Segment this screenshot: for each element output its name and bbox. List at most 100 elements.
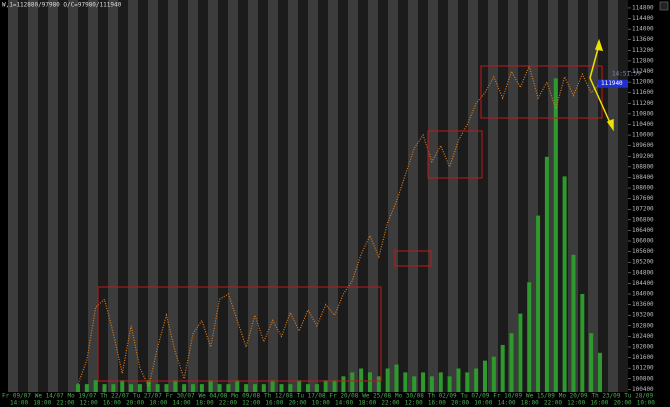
volume-bar [111, 384, 116, 392]
arrow-head [606, 118, 614, 132]
stripe [398, 0, 408, 392]
marks [76, 64, 602, 393]
stripe [168, 0, 178, 392]
stripe [318, 0, 328, 392]
volume-bar [279, 384, 284, 392]
y-tick-label: 106000 [632, 238, 654, 245]
volume-bar [447, 376, 452, 392]
date-label: Mo 19/07 [68, 393, 97, 400]
stripe [488, 0, 498, 392]
volume-bar [456, 368, 461, 392]
stripe [178, 0, 188, 392]
boxes [97, 65, 603, 382]
y-tick-label: 107200 [632, 206, 654, 213]
y-tick-label: 106800 [632, 216, 654, 223]
volume-bar [120, 380, 125, 392]
time-label: 14:00 [10, 400, 28, 407]
y-tick-label: 113600 [632, 36, 654, 43]
stripe [278, 0, 288, 392]
stripe [518, 0, 528, 392]
stripe [458, 0, 468, 392]
last-price-label: 111940 [601, 80, 623, 87]
date-label: Tu 28/09 [624, 393, 653, 400]
volume-bar [571, 254, 576, 392]
stripe [288, 0, 298, 392]
stripe [258, 0, 268, 392]
volume-bar [182, 384, 187, 392]
volume-bar [598, 352, 602, 392]
volume-bar [164, 384, 169, 392]
y-tick-label: 110000 [632, 132, 654, 139]
y-tick-label: 102400 [632, 333, 654, 340]
volume-bar [208, 380, 213, 392]
stripe [188, 0, 198, 392]
volume-bar [199, 384, 204, 392]
volume-bar [323, 380, 328, 392]
time-label: 12:00 [567, 400, 585, 407]
volume-bar [191, 384, 196, 392]
stripe [578, 0, 588, 392]
volume-bar [385, 368, 390, 392]
volume-bar [314, 384, 319, 392]
stripe [238, 0, 248, 392]
time-label: 20:00 [451, 400, 469, 407]
date-label: Tu 17/08 [297, 393, 326, 400]
arrow-head [594, 38, 604, 51]
stripe [88, 0, 98, 392]
volume-bar [474, 368, 479, 392]
stripe [478, 0, 488, 392]
stripe [8, 0, 18, 392]
date-label: Tu 27/07 [133, 393, 162, 400]
time-label: 18:00 [196, 400, 214, 407]
stripe [568, 0, 578, 392]
date-label: Fr 09/07 [2, 393, 31, 400]
y-tick-label: 100800 [632, 375, 654, 382]
y-tick-label: 101600 [632, 354, 654, 361]
y-tick-label: 111600 [632, 89, 654, 96]
stripe [528, 0, 538, 392]
volume-bar [367, 372, 372, 392]
stripe [268, 0, 278, 392]
time-label: 10:00 [149, 400, 167, 407]
stripe [138, 0, 148, 392]
y-tick-label: 114000 [632, 26, 654, 33]
pencil-button[interactable] [659, 1, 669, 11]
volume-bar [173, 380, 178, 392]
volume-bar [226, 384, 231, 392]
stripe [608, 0, 618, 392]
stripe [378, 0, 388, 392]
y-tick-label: 104800 [632, 269, 654, 276]
stripe [198, 0, 208, 392]
time-label: 12:00 [405, 400, 423, 407]
volume-bar [403, 372, 408, 392]
arrow-down [589, 77, 612, 126]
y-tick-label: 108800 [632, 163, 654, 170]
date-label: Th 22/07 [100, 393, 129, 400]
volume-bar [438, 372, 443, 392]
stripe [48, 0, 58, 392]
volume-bar [217, 384, 222, 392]
y-tick-label: 102800 [632, 322, 654, 329]
volume-bar [306, 384, 311, 392]
time-label: 14:00 [173, 400, 191, 407]
stripe [108, 0, 118, 392]
volume-bar [341, 376, 346, 392]
stripe [448, 0, 458, 392]
date-label: Mo 20/09 [559, 393, 588, 400]
volume-bar [491, 356, 496, 392]
time-label: 16:00 [590, 400, 608, 407]
stripe [508, 0, 518, 392]
stripe [118, 0, 128, 392]
time-label: 18:00 [33, 400, 51, 407]
stripe [298, 0, 308, 392]
axis-panel [628, 0, 670, 407]
stripe [68, 0, 78, 392]
date-label: We 25/08 [362, 393, 391, 400]
stripe [228, 0, 238, 392]
y-tick-label: 110400 [632, 121, 654, 128]
stripe [98, 0, 108, 392]
volume-bar [332, 380, 337, 392]
stripes [8, 0, 628, 392]
y-tick-label: 103600 [632, 301, 654, 308]
